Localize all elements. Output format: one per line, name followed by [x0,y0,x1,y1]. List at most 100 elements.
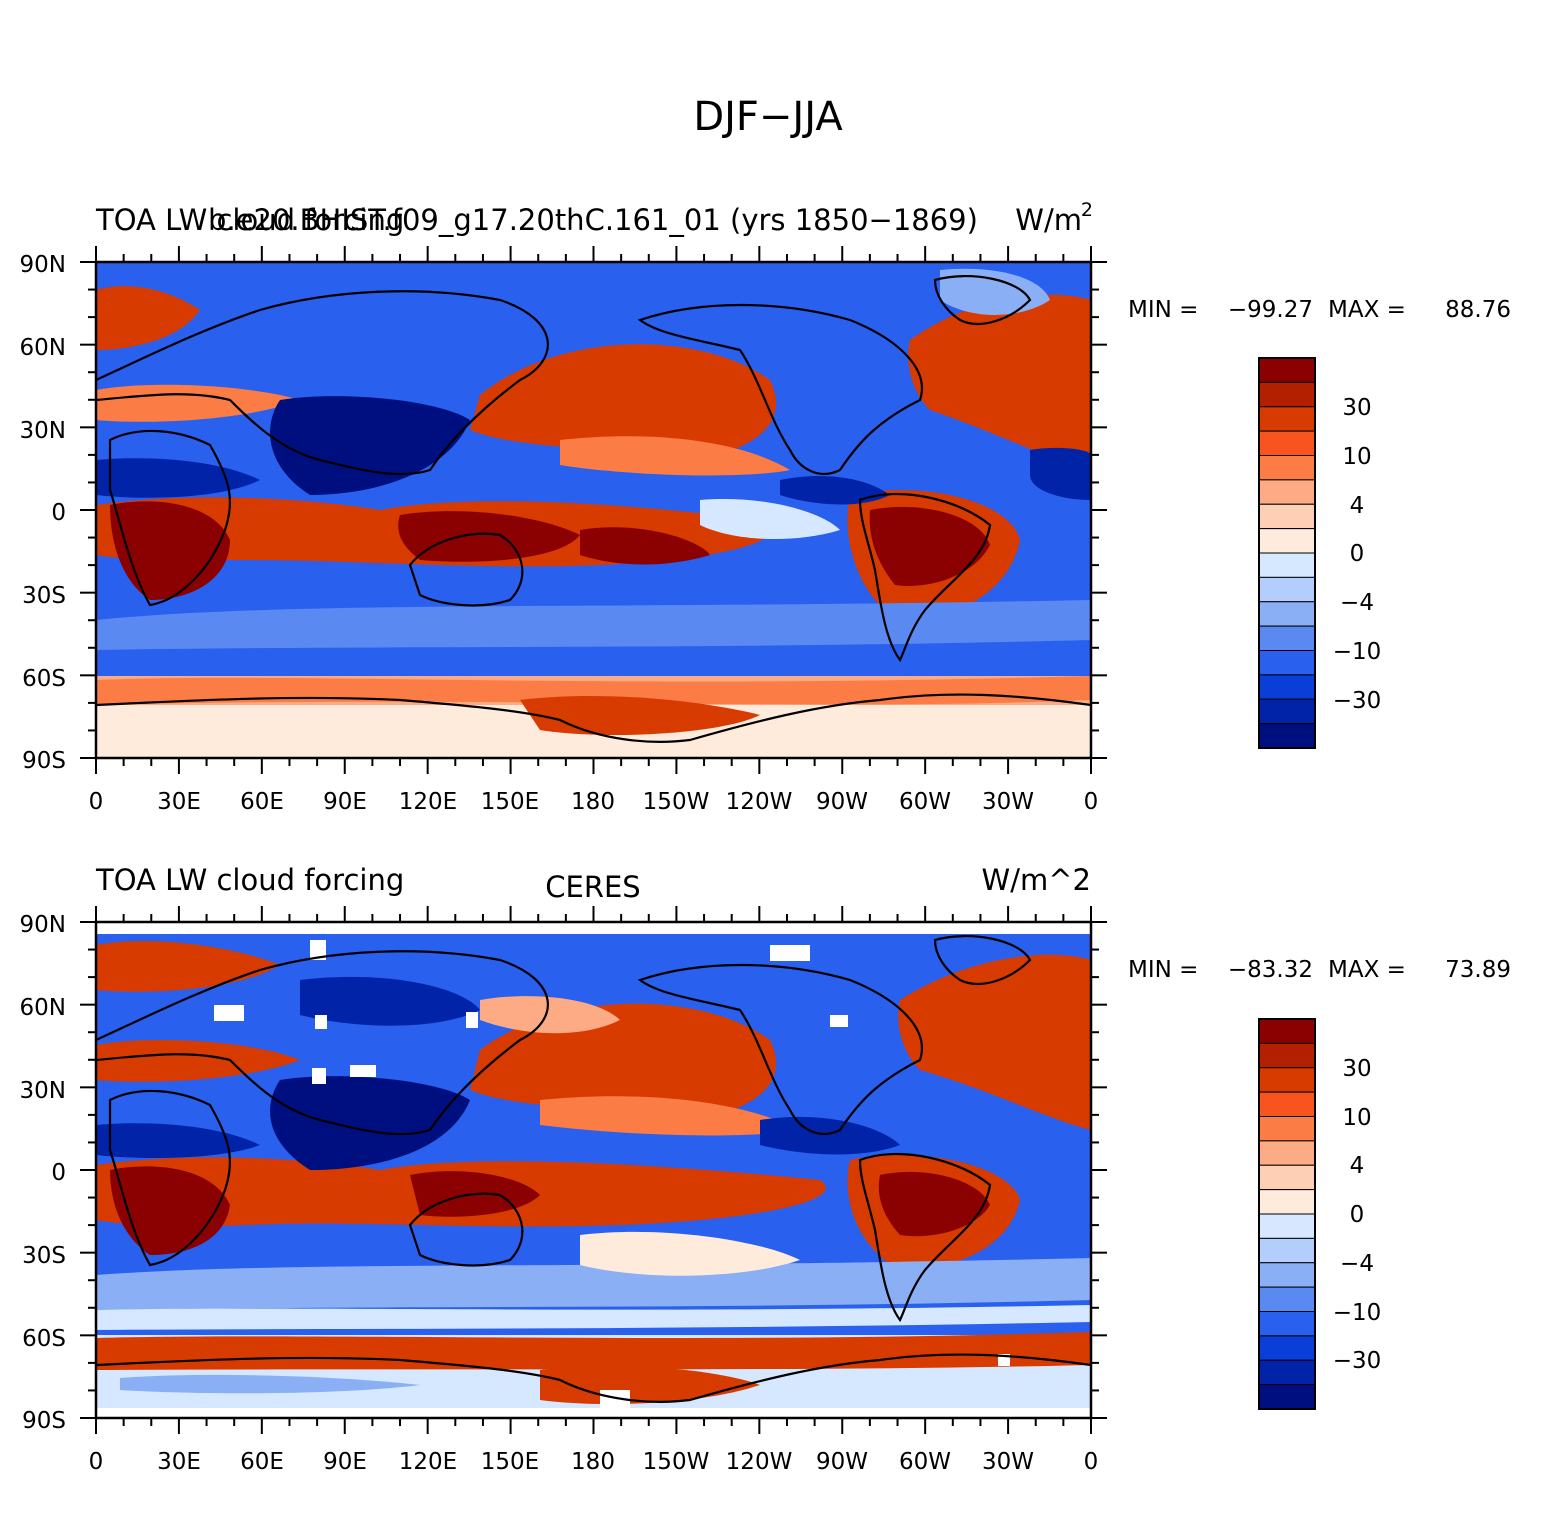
panel-obs-left-label: TOA LW cloud forcing [95,863,404,897]
lon-label: 90W [816,789,868,815]
colorbar-label: −10 [1333,1300,1382,1326]
colorbar-label: 30 [1342,395,1371,421]
map-obs-east-pacific-pale-anomaly [580,1231,800,1276]
map-model-coastline-antarctica [96,693,1091,743]
map-model-central-pacific-anomaly [560,436,790,476]
lon-label: 0 [89,1449,104,1475]
colorbar-label: −10 [1333,639,1382,665]
colorbar-swatch [1258,1237,1316,1264]
map-model-east-pacific-pale-anomaly [700,499,840,540]
lat-label: 90N [20,912,66,938]
colorbar-swatch [1258,674,1316,700]
lat-label: 60N [20,995,66,1021]
colorbar-frame [1258,357,1316,749]
colorbar-obs [1258,1018,1316,1410]
lon-label: 30E [157,1449,201,1475]
colorbar-swatch [1258,1018,1316,1044]
lat-label: 30N [20,418,66,444]
map-obs-central-pacific-anomaly [540,1096,800,1136]
panel-model-stats: MIN = −99.27 MAX = 88.76 [1128,297,1511,323]
panel-obs-min-label: MIN = [1128,957,1198,983]
panel-model: TOA LW cloud forcing b.e20.BHIST.f09_g17… [20,199,1511,815]
colorbar-swatch [1258,528,1316,554]
colorbar-swatch [1258,1091,1316,1117]
map-obs-antarctic-blue-anomaly [120,1374,420,1394]
map-model-arctic-band [96,262,1091,302]
map-obs-pole-cap [96,1408,1091,1418]
lon-label: 180 [571,1449,615,1475]
colorbar-swatch [1258,1164,1316,1191]
lat-label: 90S [22,748,66,774]
panel-model-min-label: MIN = [1128,297,1198,323]
map-obs-top-missing-strip [96,922,1091,934]
lon-label: 60W [899,1449,951,1475]
map-obs-coastline-africa [108,1089,232,1267]
map-obs-north-atlantic-anomaly [898,954,1091,1130]
colorbar-frame [1258,1018,1316,1410]
lon-label: 120E [399,1449,457,1475]
lon-label: 90E [323,1449,367,1475]
map-obs-missing-data [214,940,1010,1408]
map-model-coastlines [96,274,1091,743]
map-obs-coastline-antarctica [96,1353,1091,1403]
map-model-greenland-light-anomaly [940,268,1050,315]
lon-label: 150E [481,789,539,815]
map-obs-lat-labels: 90N 60N 30N 0 30S 60S 90S [20,912,66,1434]
map-model-ticks [80,246,1107,774]
lat-label: 90S [22,1408,66,1434]
map-obs [96,922,1091,1418]
panel-model-min-value: −99.27 [1228,297,1313,323]
lon-label: 120W [726,1449,793,1475]
colorbar-label: 10 [1342,444,1371,470]
colorbar-obs-labels: 30 10 4 0 −4 −10 −30 [1333,1056,1382,1374]
map-model-coastline-south-america [858,492,992,663]
map-model-lat-labels: 90N 60N 30N 0 30S 60S 90S [20,252,66,774]
map-model-mediterranean-anomaly [96,384,300,422]
colorbar-label: −30 [1333,1348,1382,1374]
colorbar-swatch [1258,1067,1316,1093]
lon-label: 90E [323,789,367,815]
map-model-maritime-continent-anomaly [398,511,580,562]
lon-label: 0 [1084,1449,1099,1475]
map-obs-missing-cell [350,1065,376,1077]
colorbar-swatch [1258,357,1316,383]
map-obs-missing-cell [310,940,326,960]
map-obs-missing-cell [466,1012,478,1028]
panel-model-units-label: W/m [1015,203,1082,237]
map-model-coastline-australia [408,532,524,607]
lon-label: 30W [982,789,1034,815]
lon-label: 150W [643,789,710,815]
colorbar-label: 4 [1350,493,1365,519]
colorbar-swatch [1258,601,1316,627]
map-model-southern-ocean-light-band [96,600,1091,650]
colorbar-swatch [1258,625,1316,651]
panel-obs: TOA LW cloud forcing CERES W/m^2 [20,863,1511,1475]
map-model-north-pacific-anomaly [470,344,777,460]
panel-obs-center-label: CERES [545,870,640,904]
lon-label: 150W [643,1449,710,1475]
colorbar-label: 0 [1350,541,1365,567]
map-obs-missing-cell [830,1015,848,1027]
colorbar-swatch [1258,1116,1316,1142]
lon-label: 180 [571,789,615,815]
colorbar-swatch [1258,381,1316,408]
panel-model-center-label: b.e20.BHIST.f09_g17.20thC.161_01 (yrs 18… [208,203,978,237]
lon-label: 60E [240,789,284,815]
map-obs-southern-ocean-pale-band [96,1305,1091,1330]
panel-obs-stats: MIN = −83.32 MAX = 73.89 [1128,957,1511,983]
map-obs-north-pacific-pale-anomaly [480,996,620,1034]
colorbar-swatch [1258,723,1316,749]
map-obs-missing-cell [315,1015,327,1029]
map-model-amazon-anomaly [869,506,990,586]
lon-label: 30E [157,789,201,815]
colorbar-swatch [1258,552,1316,578]
panel-obs-max-label: MAX = [1328,957,1406,983]
colorbar-label: −4 [1340,1251,1374,1277]
map-obs-coastline-australia [408,1192,524,1267]
colorbar-swatch [1258,1311,1316,1337]
map-model-coastline-africa [108,429,232,607]
lat-label: 30S [22,1243,66,1269]
map-model-tropical-pacific-anomaly [780,475,890,505]
colorbar-swatch [1258,1262,1316,1288]
